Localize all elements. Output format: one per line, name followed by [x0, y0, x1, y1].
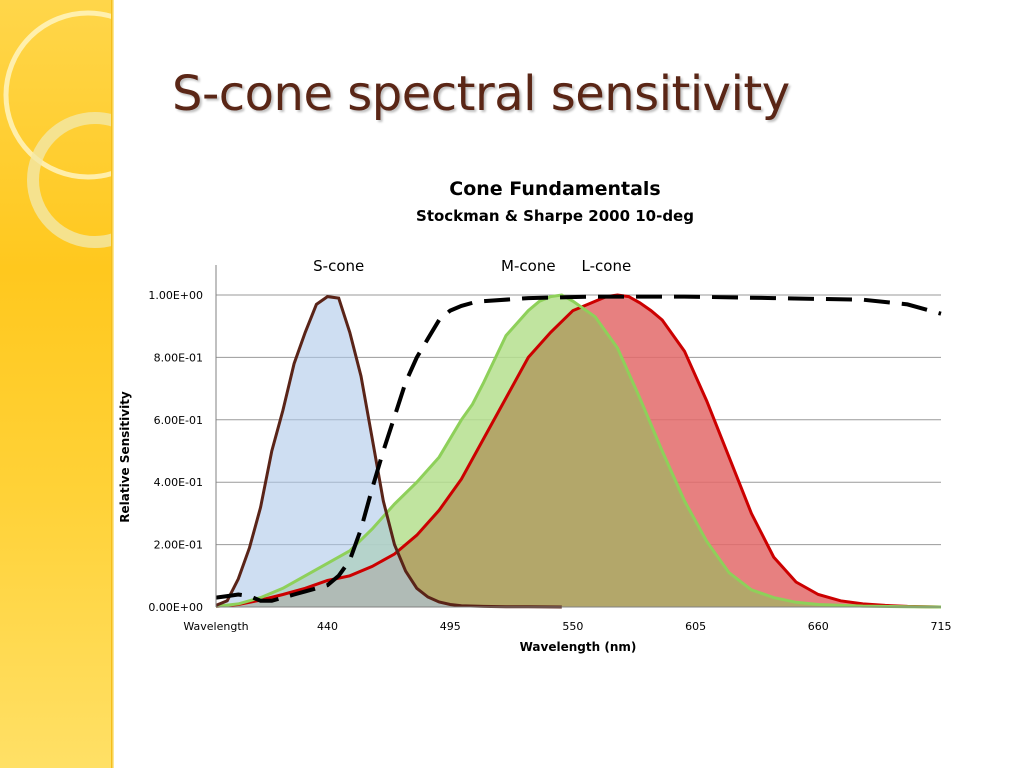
- chart-subtitle: Stockman & Sharpe 2000 10-deg: [416, 207, 694, 225]
- series-annotations: S-cone M-cone L-cone: [313, 257, 631, 275]
- x-tick-label: 715: [931, 620, 952, 633]
- x-tick-label: 495: [440, 620, 461, 633]
- x-tick-label: Wavelength: [183, 620, 248, 633]
- y-tick-label: 4.00E-01: [154, 476, 203, 489]
- slide-title: S-cone spectral sensitivity: [172, 66, 790, 122]
- y-tick-label: 8.00E-01: [154, 351, 203, 364]
- dashed-transmission-line: [215, 294, 942, 603]
- side-decoration-band: [0, 0, 113, 768]
- axis-layer: [215, 265, 941, 608]
- side-band-edge: [111, 0, 114, 768]
- y-axis-label: Relative Sensitivity: [118, 391, 132, 523]
- s-cone-area: [216, 296, 562, 607]
- y-tick-label: 2.00E-01: [154, 539, 203, 552]
- l-cone-line: [215, 293, 942, 609]
- decorative-ring: [3, 10, 113, 180]
- y-tick-label: 1.00E+00: [148, 289, 203, 302]
- m-l-overlap-area: [216, 308, 941, 607]
- x-tick-label: 440: [317, 620, 338, 633]
- series-label: S-cone: [313, 257, 364, 275]
- series-label: M-cone: [501, 257, 556, 275]
- decorative-ring: [27, 112, 113, 248]
- x-axis-label: Wavelength (nm): [520, 640, 637, 654]
- x-tick-label: 605: [685, 620, 706, 633]
- y-tick-label: 6.00E-01: [154, 414, 203, 427]
- series-layer: [215, 293, 942, 609]
- x-tick-label: 550: [562, 620, 583, 633]
- y-tick-label: 0.00E+00: [148, 601, 203, 614]
- decorative-rings: [3, 10, 113, 248]
- tick-labels: 0.00E+00 2.00E-01 4.00E-01 6.00E-01 8.00E-01…: [148, 289, 951, 633]
- series-label: L-cone: [582, 257, 632, 275]
- s-cone-line: [215, 295, 562, 609]
- chart-title: Cone Fundamentals: [449, 178, 660, 200]
- x-tick-label: 660: [808, 620, 829, 633]
